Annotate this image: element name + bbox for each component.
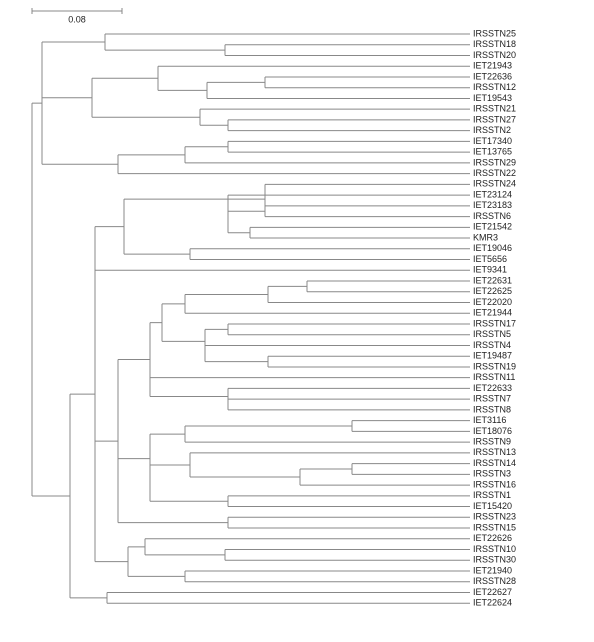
leaf-label: IRSSTN1	[473, 490, 511, 500]
leaf-label: IRSSTN23	[473, 512, 516, 522]
leaf-label: IRSSTN30	[473, 555, 516, 565]
leaf-label: IRSSTN16	[473, 479, 516, 489]
leaf-label: IET5656	[473, 254, 507, 264]
leaf-label: IRSSTN15	[473, 522, 516, 532]
leaf-label: IET15420	[473, 501, 512, 511]
leaf-label: IET17340	[473, 136, 512, 146]
leaf-label: IET13765	[473, 147, 512, 157]
leaf-label: IET18076	[473, 426, 512, 436]
leaf-label: IRSSTN2	[473, 125, 511, 135]
leaf-label: IRSSTN5	[473, 329, 511, 339]
leaf-label: IET19543	[473, 93, 512, 103]
leaf-label: IRSSTN3	[473, 469, 511, 479]
leaf-label: IRSSTN13	[473, 447, 516, 457]
leaf-label: IRSSTN7	[473, 394, 511, 404]
leaf-label: IRSSTN19	[473, 361, 516, 371]
leaf-label: IRSSTN12	[473, 82, 516, 92]
leaf-label: IET22633	[473, 383, 512, 393]
leaf-label: IET21940	[473, 565, 512, 575]
leaf-label: IET3116	[473, 415, 506, 425]
leaf-label: IET22636	[473, 71, 512, 81]
leaf-label: IRSSTN4	[473, 340, 511, 350]
leaf-label: IRSSTN10	[473, 544, 516, 554]
leaf-label: IET19046	[473, 243, 512, 253]
leaf-label: IRSSTN25	[473, 28, 516, 38]
leaf-label: IET22631	[473, 275, 512, 285]
leaf-label: IET22627	[473, 587, 512, 597]
leaf-label: IET21944	[473, 308, 512, 318]
leaf-label: IRSSTN9	[473, 436, 511, 446]
leaf-label: IRSSTN17	[473, 318, 516, 328]
leaf-label: IRSSTN24	[473, 179, 516, 189]
leaf-label: IET22624	[473, 598, 512, 608]
leaf-label: IET23124	[473, 189, 512, 199]
leaf-label: IRSSTN8	[473, 404, 511, 414]
leaf-label: IET23183	[473, 200, 512, 210]
leaf-label: IET9341	[473, 265, 507, 275]
leaf-label: IRSSTN22	[473, 168, 516, 178]
leaf-label: IRSSTN18	[473, 39, 516, 49]
leaf-label: IET21542	[473, 222, 512, 232]
leaf-label: IRSSTN21	[473, 104, 516, 114]
leaf-label: IET19487	[473, 351, 512, 361]
leaf-label: IRSSTN20	[473, 50, 516, 60]
leaf-label: IRSSTN28	[473, 576, 516, 586]
leaf-label: IRSSTN14	[473, 458, 516, 468]
leaf-label: IRSSTN27	[473, 114, 516, 124]
leaf-label: IRSSTN6	[473, 211, 511, 221]
leaf-label: KMR3	[473, 232, 498, 242]
leaf-label: IET22020	[473, 297, 512, 307]
leaf-label: IRSSTN29	[473, 157, 516, 167]
scale-bar-label: 0.08	[68, 14, 86, 24]
leaf-label: IET21943	[473, 61, 512, 71]
leaf-label: IET22626	[473, 533, 512, 543]
leaf-label: IRSSTN11	[473, 372, 515, 382]
leaf-label: IET22625	[473, 286, 512, 296]
